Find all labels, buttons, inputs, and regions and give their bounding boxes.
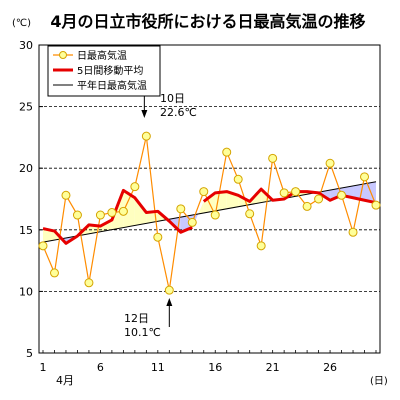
daily-max-point [187,217,197,227]
daily-max-line [42,136,377,291]
chart-title: 4月の日立市役所における日最高気温の推移 [50,12,365,31]
grid-layer [39,106,380,292]
daily-max-point [360,172,370,182]
daily-max-point [245,209,255,219]
daily-max-point [268,153,278,163]
daily-max-point [118,206,128,216]
daily-max-point [107,208,117,218]
x-tick-label: 1 [40,361,47,374]
legend-normal-label: 平年日最高気温 [77,79,147,92]
legend: 日最高気温 5日間移動平均 平年日最高気温 [47,45,161,97]
daily-max-point [130,182,140,192]
moving-average-line [42,188,193,245]
daily-max-point [95,210,105,220]
moving-average-line [202,187,377,205]
daily-max-point [49,268,59,278]
x-unit-label: (日) [370,376,388,387]
annotation-arrowhead-up [166,298,173,306]
daily-max-point [291,187,301,197]
daily-max-point [302,201,312,211]
daily-max-point [210,210,220,220]
annotation-max-value: 22.6℃ [160,106,197,119]
legend-daily-label: 日最高気温 [77,49,127,62]
daily-max-point [222,147,232,157]
daily-max-layer [42,136,377,291]
daily-max-point [279,188,289,198]
x-tick-label: 21 [266,361,280,374]
x-tick-label: 26 [323,361,337,374]
annotation-arrowhead-down [141,110,148,118]
month-label: 4月 [56,374,74,387]
daily-max-point [233,174,243,184]
annotation-min-day: 12日 [124,312,149,325]
deviation-fill [330,187,342,201]
daily-max-point [141,131,151,141]
daily-max-point [164,285,174,295]
daily-max-point [61,190,71,200]
annotation-layer: 10日 22.6℃ 12日 10.1℃ [124,88,197,339]
annotation-min-value: 10.1℃ [124,326,161,339]
annotation-max-day: 10日 [160,92,185,105]
daily-max-point [371,200,381,210]
legend-daily-marker-swatch [59,51,67,59]
deviation-fill [198,201,204,214]
y-tick-label: 15 [19,224,33,237]
deviation-fill [123,190,135,228]
daily-max-point [153,232,163,242]
y-unit-label: (℃) [12,18,31,29]
normal-line [42,181,377,243]
deviation-fill [43,228,55,243]
moving-average-layer [38,131,381,295]
x-tick-label: 11 [151,361,165,374]
y-tick-label: 30 [19,39,33,52]
daily-max-point [314,194,324,204]
x-tick-label: 6 [97,361,104,374]
y-tick-label: 5 [26,347,33,360]
deviation-fill [134,197,147,226]
y-tick-label: 20 [19,162,33,175]
y-tick-label: 10 [19,285,33,298]
daily-max-point [72,210,82,220]
daily-max-point [325,158,335,168]
normal-line-layer [42,181,377,243]
daily-max-point [348,227,358,237]
x-tick-label: 16 [208,361,222,374]
daily-max-point [256,241,266,251]
y-tick-label: 25 [19,101,33,114]
plot-frame [38,44,381,354]
daily-max-point [38,241,48,251]
daily-max-point [337,190,347,200]
daily-max-point [176,204,186,214]
daily-max-point [84,278,94,288]
legend-moving-average-label: 5日間移動平均 [77,64,143,77]
daily-max-point [199,187,209,197]
